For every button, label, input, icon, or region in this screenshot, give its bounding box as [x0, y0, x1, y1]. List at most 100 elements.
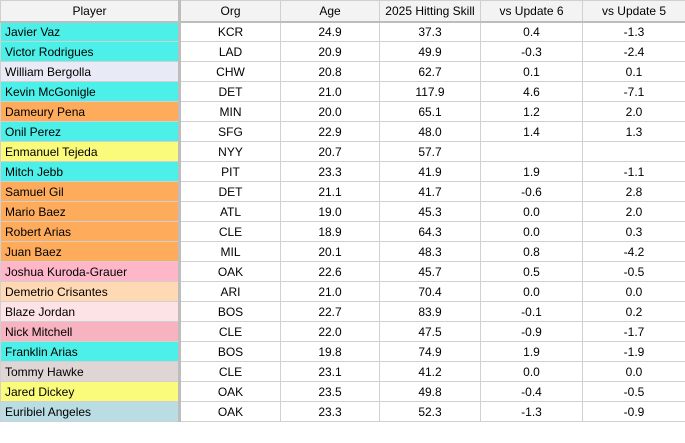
cell-vs-update-5[interactable]: 2.8 — [582, 181, 685, 202]
header-age[interactable]: Age — [280, 0, 380, 23]
cell-player[interactable]: Juan Baez — [0, 241, 181, 262]
cell-age[interactable]: 20.7 — [280, 141, 380, 162]
cell-hitting-skill[interactable]: 45.3 — [379, 201, 481, 222]
cell-vs-update-5[interactable]: 0.3 — [582, 221, 685, 242]
cell-hitting-skill[interactable]: 70.4 — [379, 281, 481, 302]
cell-hitting-skill[interactable]: 52.3 — [379, 401, 481, 422]
cell-age[interactable]: 22.6 — [280, 261, 380, 282]
cell-age[interactable]: 19.8 — [280, 341, 380, 362]
cell-vs-update-6[interactable]: 0.0 — [480, 201, 583, 222]
cell-age[interactable]: 18.9 — [280, 221, 380, 242]
cell-hitting-skill[interactable]: 62.7 — [379, 61, 481, 82]
cell-age[interactable]: 20.9 — [280, 41, 380, 62]
cell-age[interactable]: 22.7 — [280, 301, 380, 322]
cell-hitting-skill[interactable]: 48.0 — [379, 121, 481, 142]
cell-org[interactable]: OAK — [179, 401, 281, 422]
cell-org[interactable]: NYY — [179, 141, 281, 162]
cell-org[interactable]: ARI — [179, 281, 281, 302]
cell-org[interactable]: LAD — [179, 41, 281, 62]
cell-vs-update-5[interactable]: 2.0 — [582, 201, 685, 222]
cell-hitting-skill[interactable]: 65.1 — [379, 101, 481, 122]
cell-age[interactable]: 20.0 — [280, 101, 380, 122]
cell-org[interactable]: OAK — [179, 381, 281, 402]
cell-age[interactable]: 23.3 — [280, 401, 380, 422]
cell-org[interactable]: MIN — [179, 101, 281, 122]
cell-vs-update-5[interactable]: 0.0 — [582, 281, 685, 302]
cell-vs-update-6[interactable]: 0.1 — [480, 61, 583, 82]
cell-org[interactable]: BOS — [179, 301, 281, 322]
cell-age[interactable]: 21.0 — [280, 281, 380, 302]
cell-player[interactable]: Demetrio Crisantes — [0, 281, 181, 302]
cell-player[interactable]: Samuel Gil — [0, 181, 181, 202]
cell-vs-update-5[interactable]: -0.5 — [582, 261, 685, 282]
cell-player[interactable]: William Bergolla — [0, 61, 181, 82]
cell-vs-update-5[interactable] — [582, 141, 685, 162]
cell-age[interactable]: 23.3 — [280, 161, 380, 182]
cell-org[interactable]: KCR — [179, 21, 281, 42]
cell-vs-update-6[interactable]: 0.0 — [480, 281, 583, 302]
cell-vs-update-6[interactable]: 1.9 — [480, 341, 583, 362]
cell-org[interactable]: CLE — [179, 361, 281, 382]
cell-hitting-skill[interactable]: 47.5 — [379, 321, 481, 342]
cell-player[interactable]: Tommy Hawke — [0, 361, 181, 382]
cell-vs-update-6[interactable]: 0.0 — [480, 361, 583, 382]
cell-vs-update-5[interactable]: 0.2 — [582, 301, 685, 322]
cell-player[interactable]: Javier Vaz — [0, 21, 181, 42]
cell-hitting-skill[interactable]: 41.7 — [379, 181, 481, 202]
cell-player[interactable]: Dameury Pena — [0, 101, 181, 122]
cell-hitting-skill[interactable]: 49.9 — [379, 41, 481, 62]
cell-age[interactable]: 19.0 — [280, 201, 380, 222]
cell-org[interactable]: OAK — [179, 261, 281, 282]
cell-vs-update-5[interactable]: -1.3 — [582, 21, 685, 42]
cell-vs-update-5[interactable]: -1.9 — [582, 341, 685, 362]
cell-vs-update-5[interactable]: -1.7 — [582, 321, 685, 342]
cell-org[interactable]: BOS — [179, 341, 281, 362]
cell-vs-update-5[interactable]: -0.5 — [582, 381, 685, 402]
cell-vs-update-6[interactable]: 0.8 — [480, 241, 583, 262]
header-vs-update-6[interactable]: vs Update 6 — [480, 0, 583, 23]
cell-vs-update-5[interactable]: -0.9 — [582, 401, 685, 422]
cell-vs-update-6[interactable]: 4.6 — [480, 81, 583, 102]
cell-hitting-skill[interactable]: 57.7 — [379, 141, 481, 162]
header-player[interactable]: Player — [0, 0, 181, 23]
cell-vs-update-6[interactable]: -0.1 — [480, 301, 583, 322]
cell-player[interactable]: Franklin Arias — [0, 341, 181, 362]
cell-org[interactable]: ATL — [179, 201, 281, 222]
cell-player[interactable]: Joshua Kuroda-Grauer — [0, 261, 181, 282]
cell-age[interactable]: 23.5 — [280, 381, 380, 402]
cell-vs-update-6[interactable] — [480, 141, 583, 162]
cell-hitting-skill[interactable]: 37.3 — [379, 21, 481, 42]
cell-age[interactable]: 22.9 — [280, 121, 380, 142]
cell-vs-update-5[interactable]: -7.1 — [582, 81, 685, 102]
cell-vs-update-5[interactable]: 0.0 — [582, 361, 685, 382]
header-vs-update-5[interactable]: vs Update 5 — [582, 0, 685, 23]
cell-vs-update-5[interactable]: -1.1 — [582, 161, 685, 182]
cell-hitting-skill[interactable]: 64.3 — [379, 221, 481, 242]
cell-vs-update-6[interactable]: 1.9 — [480, 161, 583, 182]
cell-age[interactable]: 20.1 — [280, 241, 380, 262]
cell-player[interactable]: Enmanuel Tejeda — [0, 141, 181, 162]
cell-vs-update-5[interactable]: -2.4 — [582, 41, 685, 62]
cell-vs-update-6[interactable]: 1.2 — [480, 101, 583, 122]
cell-age[interactable]: 23.1 — [280, 361, 380, 382]
cell-org[interactable]: CLE — [179, 321, 281, 342]
cell-hitting-skill[interactable]: 41.2 — [379, 361, 481, 382]
cell-org[interactable]: PIT — [179, 161, 281, 182]
cell-vs-update-5[interactable]: -4.2 — [582, 241, 685, 262]
cell-org[interactable]: DET — [179, 81, 281, 102]
cell-vs-update-5[interactable]: 1.3 — [582, 121, 685, 142]
cell-hitting-skill[interactable]: 74.9 — [379, 341, 481, 362]
cell-vs-update-6[interactable]: -0.9 — [480, 321, 583, 342]
cell-player[interactable]: Mitch Jebb — [0, 161, 181, 182]
cell-vs-update-5[interactable]: 2.0 — [582, 101, 685, 122]
cell-player[interactable]: Onil Perez — [0, 121, 181, 142]
cell-hitting-skill[interactable]: 83.9 — [379, 301, 481, 322]
cell-age[interactable]: 21.0 — [280, 81, 380, 102]
cell-org[interactable]: CHW — [179, 61, 281, 82]
cell-org[interactable]: SFG — [179, 121, 281, 142]
cell-hitting-skill[interactable]: 49.8 — [379, 381, 481, 402]
cell-age[interactable]: 22.0 — [280, 321, 380, 342]
cell-vs-update-6[interactable]: -0.6 — [480, 181, 583, 202]
cell-age[interactable]: 20.8 — [280, 61, 380, 82]
cell-player[interactable]: Kevin McGonigle — [0, 81, 181, 102]
